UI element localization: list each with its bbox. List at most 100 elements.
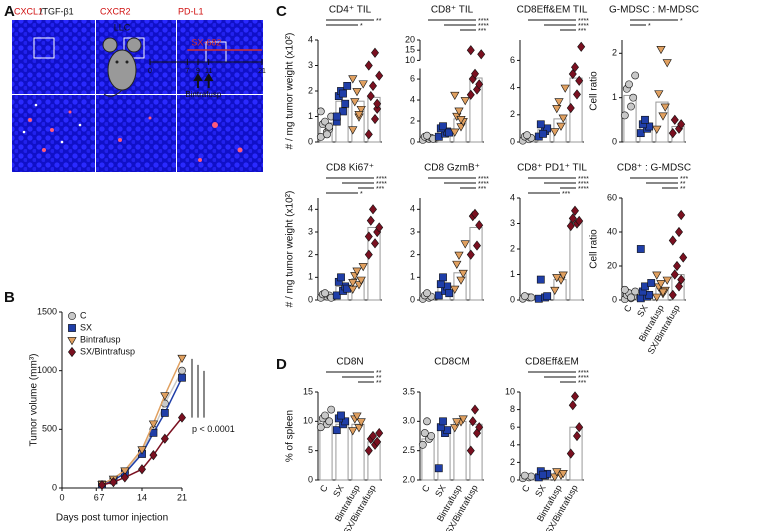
- y-tick-label: 3.5: [402, 386, 415, 396]
- point: [450, 128, 460, 137]
- point: [566, 102, 575, 114]
- y-tick-label: 2: [410, 249, 415, 259]
- y-tick-label: 4: [510, 439, 515, 449]
- point: [316, 107, 325, 116]
- point: [348, 75, 358, 84]
- y-axis-label: % of spleen: [285, 410, 296, 462]
- point: [445, 289, 454, 298]
- y-tick-label: 2: [510, 243, 515, 253]
- chart-title: CD8⁺ TIL: [431, 5, 474, 16]
- y-tick-label: 2: [410, 115, 415, 125]
- point: [375, 427, 384, 439]
- point: [348, 427, 358, 436]
- point: [471, 68, 479, 79]
- point: [343, 82, 352, 90]
- point: [577, 41, 586, 52]
- point: [178, 366, 186, 375]
- point: [573, 430, 581, 442]
- y-tick-label: 1500: [37, 306, 57, 316]
- point: [656, 280, 666, 289]
- significance-label: **: [376, 380, 382, 387]
- significance-label: ***: [478, 186, 486, 193]
- y-tick-label: 2: [510, 457, 515, 467]
- timeline-label: 9: [196, 68, 200, 75]
- point: [539, 470, 547, 479]
- point: [571, 205, 579, 216]
- point: [636, 245, 645, 253]
- point: [138, 464, 146, 475]
- point: [454, 107, 464, 116]
- point: [520, 292, 529, 301]
- point: [375, 70, 384, 81]
- y-tick-label: 2: [612, 48, 617, 58]
- point: [337, 273, 345, 282]
- point: [327, 405, 336, 414]
- point: [656, 45, 666, 55]
- point: [434, 464, 443, 473]
- micrograph: [96, 20, 176, 94]
- stain-label: PD-L1: [178, 6, 204, 16]
- point: [373, 98, 382, 109]
- treatment-label: Bintrafusp: [185, 90, 222, 99]
- y-tick-label: 2: [510, 109, 515, 119]
- point: [423, 417, 431, 426]
- x-tick-label: 0: [59, 492, 64, 502]
- point: [556, 122, 566, 131]
- chart-title: CD8 GzmB⁺: [424, 163, 480, 174]
- point: [620, 285, 629, 294]
- point: [439, 417, 447, 426]
- chart-title: G-MDSC : M-MDSC: [609, 5, 699, 16]
- point: [550, 128, 560, 137]
- y-tick-label: 40: [607, 226, 617, 236]
- point: [662, 276, 672, 285]
- point: [566, 448, 575, 459]
- point: [662, 59, 672, 68]
- significance-label: ***: [578, 380, 586, 387]
- y-tick-label: 1: [510, 269, 515, 279]
- point: [636, 129, 645, 138]
- point: [450, 91, 460, 100]
- point: [673, 260, 681, 272]
- micrograph: [96, 95, 176, 172]
- significance-label: ****: [578, 181, 589, 188]
- significance-label: ***: [578, 28, 586, 35]
- x-tick-label: C: [520, 483, 532, 494]
- point: [364, 231, 373, 242]
- point: [477, 49, 486, 60]
- point: [460, 240, 470, 249]
- chart-title: CD8⁺ PD1⁺ TIL: [517, 163, 587, 174]
- y-tick-label: 3: [308, 60, 313, 70]
- point: [552, 274, 562, 283]
- point: [573, 89, 581, 100]
- significance-label: ****: [578, 370, 589, 377]
- point: [434, 291, 443, 300]
- timeline-label: 0: [148, 68, 152, 75]
- significance-label: *: [680, 18, 683, 25]
- bar: [655, 101, 669, 143]
- x-tick-label: 21: [177, 492, 187, 502]
- point: [332, 291, 341, 300]
- significance-label: **: [376, 370, 382, 377]
- panel-label: A: [4, 3, 15, 20]
- y-tick-label: 15: [405, 45, 415, 55]
- point: [178, 373, 186, 382]
- point: [560, 84, 570, 93]
- y-tick-label: 1: [308, 111, 313, 121]
- point: [371, 238, 379, 249]
- point: [325, 417, 334, 426]
- y-tick-label: 1: [308, 272, 313, 282]
- point: [677, 274, 686, 285]
- significance-label: *: [648, 23, 651, 30]
- y-tick-label: 5: [308, 445, 313, 455]
- point: [677, 119, 686, 130]
- point: [475, 79, 484, 90]
- significance-label: *: [360, 23, 363, 30]
- point: [458, 415, 468, 424]
- stain-label: CXCR2: [100, 6, 131, 16]
- point: [552, 468, 562, 477]
- point: [366, 91, 375, 102]
- y-tick-label: 10: [303, 416, 313, 426]
- point: [352, 267, 362, 276]
- point: [369, 204, 377, 215]
- point: [466, 249, 475, 260]
